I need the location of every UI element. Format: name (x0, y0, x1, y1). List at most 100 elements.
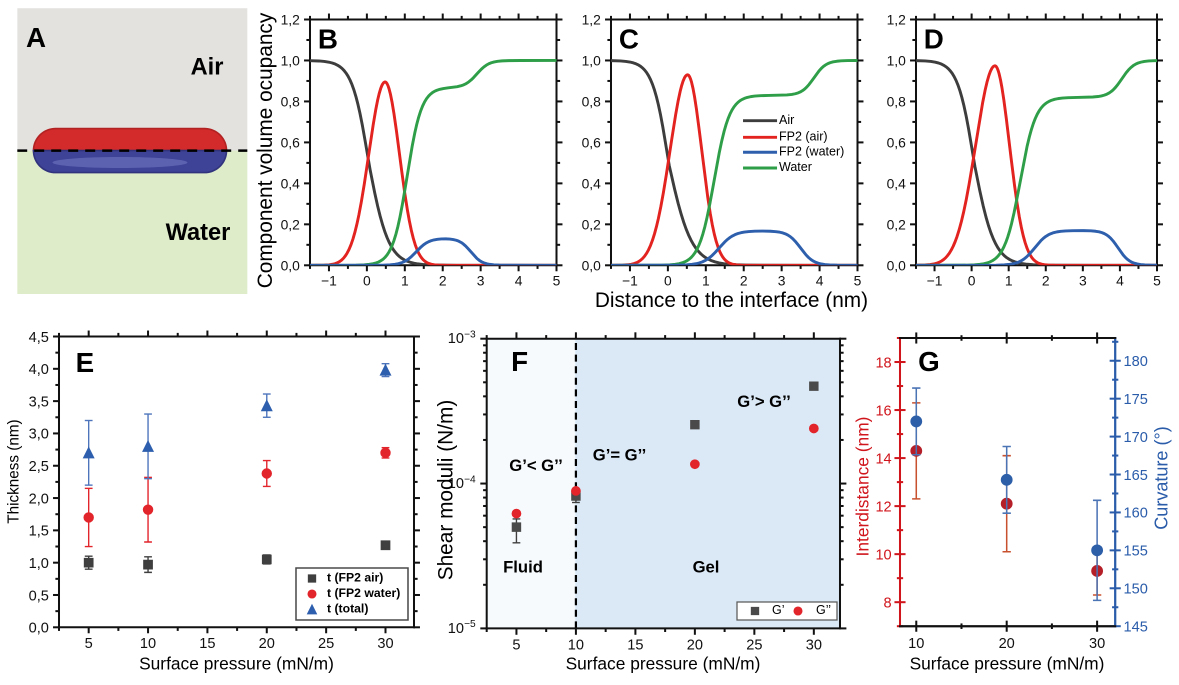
svg-text:4,5: 4,5 (29, 330, 49, 346)
svg-text:18: 18 (875, 355, 891, 371)
svg-text:30: 30 (377, 636, 393, 652)
svg-text:0,2: 0,2 (887, 216, 907, 232)
svg-text:0,4: 0,4 (582, 175, 602, 191)
svg-text:5: 5 (553, 273, 561, 289)
svg-text:0,4: 0,4 (281, 175, 301, 191)
svg-text:160: 160 (1124, 506, 1148, 522)
svg-text:E: E (76, 347, 95, 378)
svg-text:0,0: 0,0 (887, 257, 907, 273)
svg-text:5: 5 (854, 273, 862, 289)
svg-text:1,5: 1,5 (29, 524, 49, 540)
svg-text:15: 15 (199, 636, 215, 652)
svg-text:25: 25 (746, 638, 762, 654)
svg-text:0,4: 0,4 (887, 175, 907, 191)
svg-text:1,2: 1,2 (582, 12, 602, 28)
svg-text:1: 1 (1005, 273, 1013, 289)
svg-text:0,0: 0,0 (582, 257, 602, 273)
svg-text:Air: Air (191, 55, 224, 81)
svg-text:3: 3 (1079, 273, 1087, 289)
svg-text:30: 30 (806, 638, 822, 654)
svg-text:0,2: 0,2 (582, 216, 602, 232)
svg-text:1 0 −: 1 0 − 3 (448, 318, 477, 349)
svg-text:145: 145 (1124, 619, 1148, 635)
svg-text:2: 2 (1042, 273, 1050, 289)
svg-text:1: 1 (702, 273, 710, 289)
svg-text:Component volume ocupancy: Component volume ocupancy (254, 12, 277, 288)
svg-text:Water: Water (779, 160, 812, 174)
svg-text:8: 8 (884, 595, 892, 611)
svg-text:Surface pressure (mN/m): Surface pressure (mN/m) (139, 653, 334, 673)
svg-text:2,5: 2,5 (29, 459, 49, 475)
svg-text:4: 4 (515, 273, 523, 289)
svg-text:FP2 (air): FP2 (air) (779, 130, 828, 144)
svg-text:5: 5 (1153, 273, 1161, 289)
svg-text:0: 0 (363, 273, 371, 289)
svg-text:t (FP2 air): t (FP2 air) (327, 571, 383, 585)
svg-text:3,0: 3,0 (29, 427, 49, 443)
svg-text:175: 175 (1124, 392, 1148, 408)
svg-text:3: 3 (477, 273, 485, 289)
svg-text:15: 15 (627, 638, 643, 654)
svg-text:0,5: 0,5 (29, 588, 49, 604)
svg-text:155: 155 (1124, 544, 1148, 560)
svg-text:0,2: 0,2 (281, 216, 301, 232)
svg-text:Thickness (nm): Thickness (nm) (5, 419, 22, 523)
svg-text:4: 4 (816, 273, 824, 289)
svg-text:20: 20 (259, 636, 275, 652)
svg-text:16: 16 (875, 403, 891, 419)
svg-text:20: 20 (687, 638, 703, 654)
svg-text:G’< G’’: G’< G’’ (509, 456, 563, 475)
svg-text:4,0: 4,0 (29, 362, 49, 378)
svg-text:G’> G’’: G’> G’’ (737, 392, 791, 411)
svg-text:25: 25 (318, 636, 334, 652)
svg-text:1,0: 1,0 (29, 556, 49, 572)
svg-text:10: 10 (875, 547, 891, 563)
svg-text:4: 4 (1116, 273, 1124, 289)
svg-text:3: 3 (778, 273, 786, 289)
svg-text:Curvature (°): Curvature (°) (1152, 426, 1172, 529)
svg-text:Fluid: Fluid (503, 557, 543, 576)
svg-text:Distance to the interface (nm): Distance to the interface (nm) (595, 289, 868, 312)
svg-text:G’’: G’’ (816, 603, 831, 617)
svg-text:0,0: 0,0 (281, 257, 301, 273)
svg-text:F: F (511, 346, 528, 377)
svg-text:1 0 −: 1 0 − 5 (448, 607, 477, 638)
svg-text:165: 165 (1124, 468, 1148, 484)
svg-text:1 0 −: 1 0 − 4 (448, 462, 477, 493)
svg-text:2: 2 (740, 273, 748, 289)
svg-text:2,0: 2,0 (29, 491, 49, 507)
svg-text:10: 10 (908, 636, 924, 652)
svg-text:0,0: 0,0 (29, 621, 49, 637)
svg-text:1,2: 1,2 (281, 12, 301, 28)
svg-text:14: 14 (875, 451, 891, 467)
svg-text:1,0: 1,0 (582, 52, 602, 68)
svg-text:12: 12 (875, 499, 891, 515)
svg-text:0,8: 0,8 (281, 93, 301, 109)
svg-text:3,5: 3,5 (29, 394, 49, 410)
svg-text:10: 10 (140, 636, 156, 652)
svg-text:Interdistance (nm): Interdistance (nm) (852, 417, 872, 557)
svg-text:Surface pressure (mN/m): Surface pressure (mN/m) (910, 653, 1105, 673)
svg-text:−1: −1 (622, 273, 638, 289)
svg-text:20: 20 (999, 636, 1015, 652)
svg-text:0,6: 0,6 (887, 134, 907, 150)
svg-text:Surface pressure (mN/m): Surface pressure (mN/m) (566, 653, 761, 673)
svg-text:G: G (918, 346, 940, 377)
svg-text:0,6: 0,6 (281, 134, 301, 150)
svg-text:−1: −1 (927, 273, 943, 289)
svg-text:C: C (619, 24, 639, 55)
svg-text:B: B (318, 24, 338, 55)
svg-text:Shear moduli (N/m): Shear moduli (N/m) (434, 400, 457, 581)
svg-text:180: 180 (1124, 354, 1148, 370)
svg-text:2: 2 (439, 273, 447, 289)
svg-text:0,6: 0,6 (582, 134, 602, 150)
svg-text:1,2: 1,2 (887, 12, 907, 28)
svg-text:−1: −1 (321, 273, 337, 289)
svg-text:Water: Water (166, 220, 231, 246)
svg-text:5: 5 (85, 636, 93, 652)
svg-text:G’= G’’: G’= G’’ (593, 445, 647, 464)
svg-text:0,8: 0,8 (582, 93, 602, 109)
svg-text:10: 10 (568, 638, 584, 654)
svg-text:1,0: 1,0 (281, 52, 301, 68)
svg-text:0,8: 0,8 (887, 93, 907, 109)
